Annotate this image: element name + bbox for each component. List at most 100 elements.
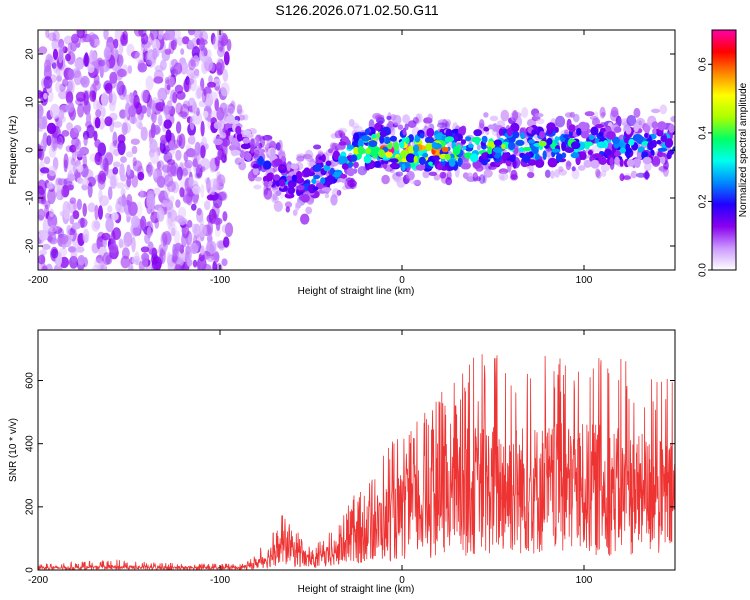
ridge-blob (268, 180, 273, 186)
noise-blob (93, 73, 100, 86)
haze-blob (284, 201, 293, 208)
noise-blob (38, 179, 47, 195)
noise-blob (116, 80, 125, 96)
noise-blob (134, 251, 140, 264)
noise-blob (133, 94, 140, 109)
noise-blob (120, 33, 129, 47)
noise-blob (151, 99, 156, 115)
haze-blob (412, 116, 419, 124)
noise-blob (176, 90, 186, 100)
noise-blob (185, 148, 196, 158)
haze-blob (410, 180, 415, 185)
ridge-blob (353, 132, 360, 143)
colorbar-tick-label: 0.4 (698, 125, 709, 139)
ridge-blob (340, 173, 348, 179)
noise-blob (51, 138, 56, 153)
colorbar-label: Normalized spectral amplitude (738, 82, 749, 217)
ridge-blob (313, 164, 322, 172)
noise-blob (217, 37, 224, 52)
ridge-blob (371, 134, 377, 139)
noise-blob (140, 33, 149, 45)
haze-blob (433, 174, 441, 181)
noise-blob (140, 215, 147, 231)
noise-blob (141, 252, 150, 262)
noise-blob (117, 140, 126, 156)
ridge-blob (492, 147, 503, 154)
noise-blob (105, 217, 114, 233)
noise-blob (181, 167, 188, 177)
haze-blob (395, 171, 404, 177)
noise-blob (134, 50, 145, 63)
ridge-blob (598, 156, 607, 165)
noise-blob (58, 233, 69, 245)
noise-blob (131, 236, 136, 253)
ridge-blob (263, 160, 272, 170)
noise-blob (87, 182, 93, 198)
haze-blob (476, 144, 481, 151)
noise-blob (196, 163, 203, 178)
noise-blob (174, 230, 180, 245)
haze-blob (546, 152, 551, 157)
noise-blob (100, 58, 110, 73)
ridge-blob (512, 160, 517, 169)
haze-blob (336, 189, 342, 196)
ridge-blob (257, 155, 264, 166)
colorbar-tick-label: 0.2 (698, 194, 709, 208)
ridge-blob (444, 136, 455, 143)
haze-blob (418, 113, 423, 123)
noise-blob (172, 91, 178, 104)
noise-blob (90, 38, 95, 47)
noise-blob (83, 134, 88, 147)
ridge-blob (563, 134, 569, 139)
snr-xtick-label: 0 (399, 575, 405, 586)
noise-blob (127, 65, 133, 74)
figure-title: S126.2026.071.02.50.G11 (275, 2, 438, 18)
haze-blob (390, 126, 396, 137)
noise-blob (137, 171, 145, 181)
noise-blob (198, 223, 207, 238)
noise-blob (160, 232, 168, 247)
noise-blob (43, 76, 53, 89)
ridge-blob (313, 174, 321, 180)
noise-blob (157, 30, 164, 40)
noise-blob (186, 78, 195, 85)
haze-blob (338, 129, 344, 137)
haze-blob (483, 112, 489, 118)
haze-blob (275, 142, 281, 151)
noise-blob (51, 62, 57, 69)
ridge-blob (287, 180, 297, 188)
noise-blob (101, 232, 111, 241)
ridge-blob (531, 147, 538, 155)
ridge-blob (600, 127, 606, 133)
ridge-blob (424, 136, 435, 144)
noise-blob (72, 222, 81, 230)
haze-blob (479, 119, 485, 129)
noise-blob (87, 64, 95, 74)
noise-blob (121, 122, 128, 136)
noise-blob (167, 214, 174, 227)
haze-blob (633, 107, 641, 118)
noise-blob (206, 194, 215, 201)
noise-blob (145, 75, 154, 91)
noise-blob (113, 38, 119, 49)
noise-blob (156, 207, 165, 222)
ridge-blob (291, 174, 298, 182)
ridge-blob (325, 160, 332, 167)
noise-blob (146, 226, 152, 239)
noise-blob (120, 255, 131, 269)
noise-blob (132, 225, 141, 236)
ridge-blob (528, 139, 535, 144)
noise-blob (47, 32, 57, 42)
noise-blob (81, 183, 89, 191)
haze-blob (296, 155, 305, 162)
noise-blob (192, 101, 198, 114)
ridge-blob (385, 151, 393, 158)
ridge-blob (350, 154, 358, 162)
haze-blob (266, 139, 274, 147)
noise-blob (175, 121, 182, 134)
noise-blob (217, 191, 227, 201)
spectrogram-xlabel: Height of straight line (km) (298, 286, 415, 297)
noise-blob (96, 239, 101, 250)
noise-blob (147, 165, 156, 176)
